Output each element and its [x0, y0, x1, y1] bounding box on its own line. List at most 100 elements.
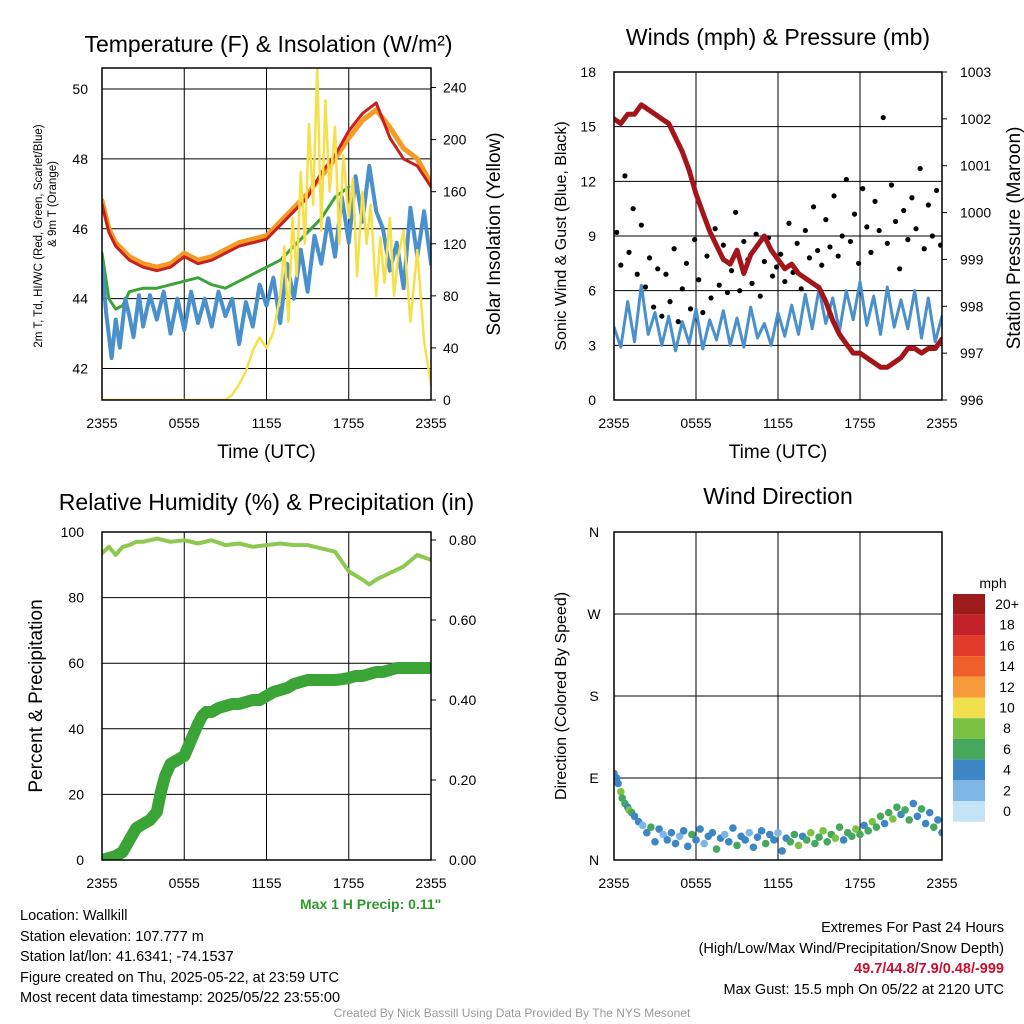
- gust-point: [667, 299, 673, 305]
- x-tick-label: 1155: [251, 875, 281, 891]
- chart-title: Winds (mph) & Pressure (mb): [626, 24, 930, 50]
- gust-point: [683, 260, 690, 266]
- gust-point: [741, 238, 747, 245]
- x-tick-label: 0555: [680, 415, 711, 431]
- y-tick-label: S: [589, 688, 598, 704]
- gust-point: [769, 273, 776, 279]
- gust-point: [925, 202, 931, 208]
- gust-point: [700, 309, 706, 316]
- gust-point: [872, 198, 878, 204]
- gust-point: [733, 209, 739, 215]
- gust-point: [778, 251, 784, 257]
- y-tick-label: 40: [68, 721, 84, 737]
- x-tick-label: 2355: [86, 875, 117, 891]
- y-right-axis-label: Solar Insolation (Yellow): [484, 132, 505, 335]
- x-tick-label: 2355: [598, 875, 629, 891]
- direction-point: [766, 830, 774, 839]
- direction-point: [864, 827, 872, 835]
- series-line-solar-insolation: [102, 68, 431, 400]
- legend-label: 2: [1003, 782, 1011, 798]
- gust-point: [749, 280, 755, 286]
- direction-point: [667, 828, 676, 837]
- gust-point: [708, 295, 714, 301]
- gust-point: [618, 262, 624, 268]
- legend-label: 12: [999, 679, 1015, 695]
- y-right-tick-label: 80: [443, 288, 459, 304]
- gust-point: [917, 165, 923, 172]
- legend-label: 6: [1003, 741, 1011, 757]
- created-text: Figure created on Thu, 2025-05-22, at 23…: [20, 969, 339, 986]
- legend-swatch: [953, 594, 985, 615]
- x-tick-label: 1155: [763, 415, 793, 431]
- gust-point: [880, 114, 886, 121]
- gust-point: [884, 240, 890, 246]
- gust-point: [815, 247, 821, 254]
- direction-point: [868, 817, 877, 826]
- x-axis-label: Time (UTC): [217, 442, 316, 463]
- extremes-info: Extremes For Past 24 Hours (High/Low/Max…: [699, 918, 1004, 1000]
- direction-point: [720, 830, 729, 839]
- x-tick-label: 2355: [415, 415, 446, 431]
- legend-label: 10: [999, 700, 1015, 716]
- direction-point: [802, 836, 811, 844]
- direction-point: [647, 823, 655, 831]
- series-line-wc: [102, 163, 431, 361]
- direction-point: [684, 842, 692, 851]
- x-tick-label: 0555: [169, 415, 200, 431]
- x-tick-label: 1755: [844, 415, 875, 431]
- extremes-subtitle: (High/Low/Max Wind/Precipitation/Snow De…: [698, 940, 1004, 957]
- direction-point: [770, 836, 778, 844]
- gust-point: [634, 271, 640, 277]
- chart-rh: [101, 531, 436, 861]
- y-tick-label: 80: [68, 590, 84, 606]
- legend-swatch: [953, 759, 985, 781]
- location-text: Location: Wallkill: [20, 908, 128, 924]
- direction-point: [614, 779, 622, 788]
- direction-point: [823, 837, 831, 846]
- direction-point: [700, 839, 708, 848]
- y-tick-label: 46: [72, 221, 88, 237]
- direction-point: [794, 841, 803, 850]
- direction-point: [819, 827, 827, 835]
- gust-point: [622, 173, 628, 179]
- gust-point: [831, 193, 837, 199]
- gust-point: [892, 218, 899, 225]
- gust-point: [761, 258, 767, 265]
- gust-point: [687, 306, 694, 312]
- elevation-text: Station elevation: 107.777 m: [20, 928, 204, 945]
- direction-point: [925, 808, 934, 817]
- gust-point: [835, 253, 841, 259]
- x-tick-label: 2355: [598, 415, 629, 431]
- direction-point: [679, 827, 688, 835]
- max-precip-note: Max 1 H Precip: 0.11": [300, 896, 442, 912]
- direction-point: [913, 812, 922, 821]
- direction-point: [786, 837, 795, 846]
- y-tick-label: 6: [588, 283, 596, 299]
- recent-data-text: Most recent data timestamp: 2025/05/22 2…: [20, 990, 341, 1006]
- legend-label: 20+: [995, 596, 1019, 612]
- extremes-values: 49.7/44.8/7.9/0.48/-999: [854, 961, 1004, 977]
- y-right-axis-label: Station Pressure (Maroon): [1004, 127, 1024, 350]
- y-tick-label: 42: [72, 361, 88, 377]
- y-axis-label: 2m T, Td, HI/WC (Red, Green, Scarlet/Blu…: [33, 124, 45, 347]
- legend-title: mph: [979, 575, 1006, 591]
- y-tick-label: 60: [68, 655, 84, 671]
- direction-point: [725, 837, 733, 846]
- y-tick-label: 15: [580, 119, 596, 135]
- direction-point: [753, 833, 762, 842]
- direction-point: [905, 816, 913, 824]
- legend-swatch: [953, 697, 985, 719]
- series-line-2m-t: [102, 101, 431, 273]
- gust-point: [716, 282, 722, 288]
- gust-point: [798, 286, 804, 292]
- y-tick-label: 50: [72, 81, 88, 97]
- direction-point: [643, 828, 651, 837]
- gust-point: [712, 226, 718, 232]
- gust-point: [901, 207, 907, 214]
- x-tick-label: 1755: [333, 415, 364, 431]
- gust-point: [642, 284, 649, 290]
- direction-point: [733, 841, 741, 850]
- y-tick-label: E: [589, 770, 598, 786]
- gust-point: [909, 195, 915, 201]
- y-tick-label: N: [589, 524, 599, 540]
